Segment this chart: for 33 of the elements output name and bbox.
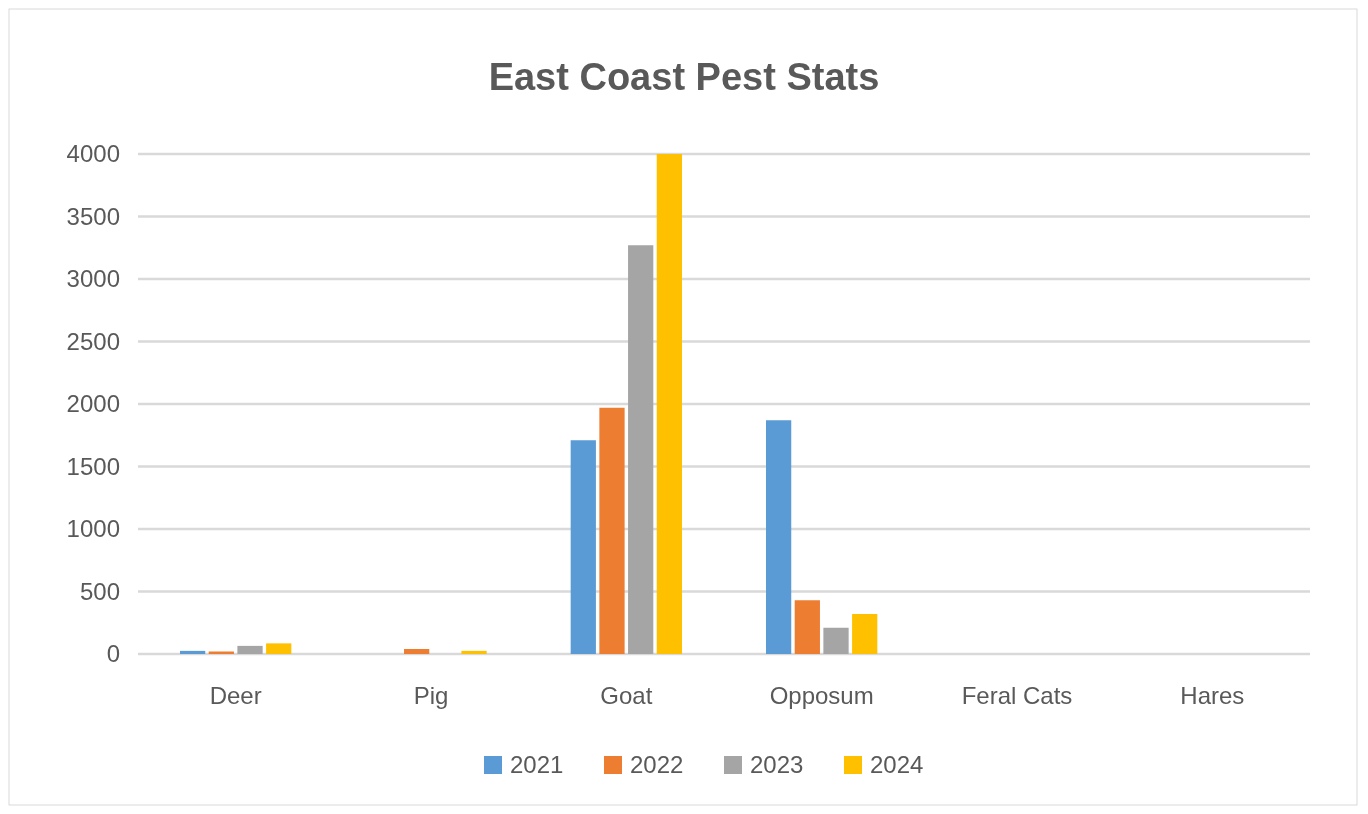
y-tick-label: 4000 [66,140,120,168]
bar [570,440,596,654]
x-tick-label: Opposum [769,682,874,709]
bar [266,643,292,654]
x-tick-label: Pig [413,682,449,709]
legend-label: 2023 [750,751,804,779]
bar [461,650,487,654]
bar [237,645,263,654]
x-tick-label: Feral Cats [961,682,1073,709]
y-tick-label: 1000 [66,515,120,543]
y-tick-label: 3000 [66,265,120,293]
y-tick-label: 1500 [66,452,120,480]
bar [404,649,430,654]
bar [656,154,682,654]
y-tick-label: 3500 [66,202,120,230]
legend-label: 2021 [510,751,564,779]
chart-title: East Coast Pest Stats [488,56,880,98]
bar [599,407,625,654]
bar [766,420,792,654]
y-tick-label: 0 [106,640,120,668]
bar [852,614,878,654]
legend-label: 2022 [630,751,684,779]
y-tick-label: 2500 [66,327,120,355]
bar [180,650,206,654]
x-tick-label: Goat [600,682,653,709]
y-tick-label: 500 [79,577,120,605]
legend-label: 2024 [870,751,924,779]
bar [628,245,654,654]
y-tick-label: 2000 [66,390,120,418]
bar [794,600,820,654]
bar [823,627,849,654]
x-tick-label: Hares [1180,682,1245,709]
x-tick-label: Deer [209,682,262,709]
